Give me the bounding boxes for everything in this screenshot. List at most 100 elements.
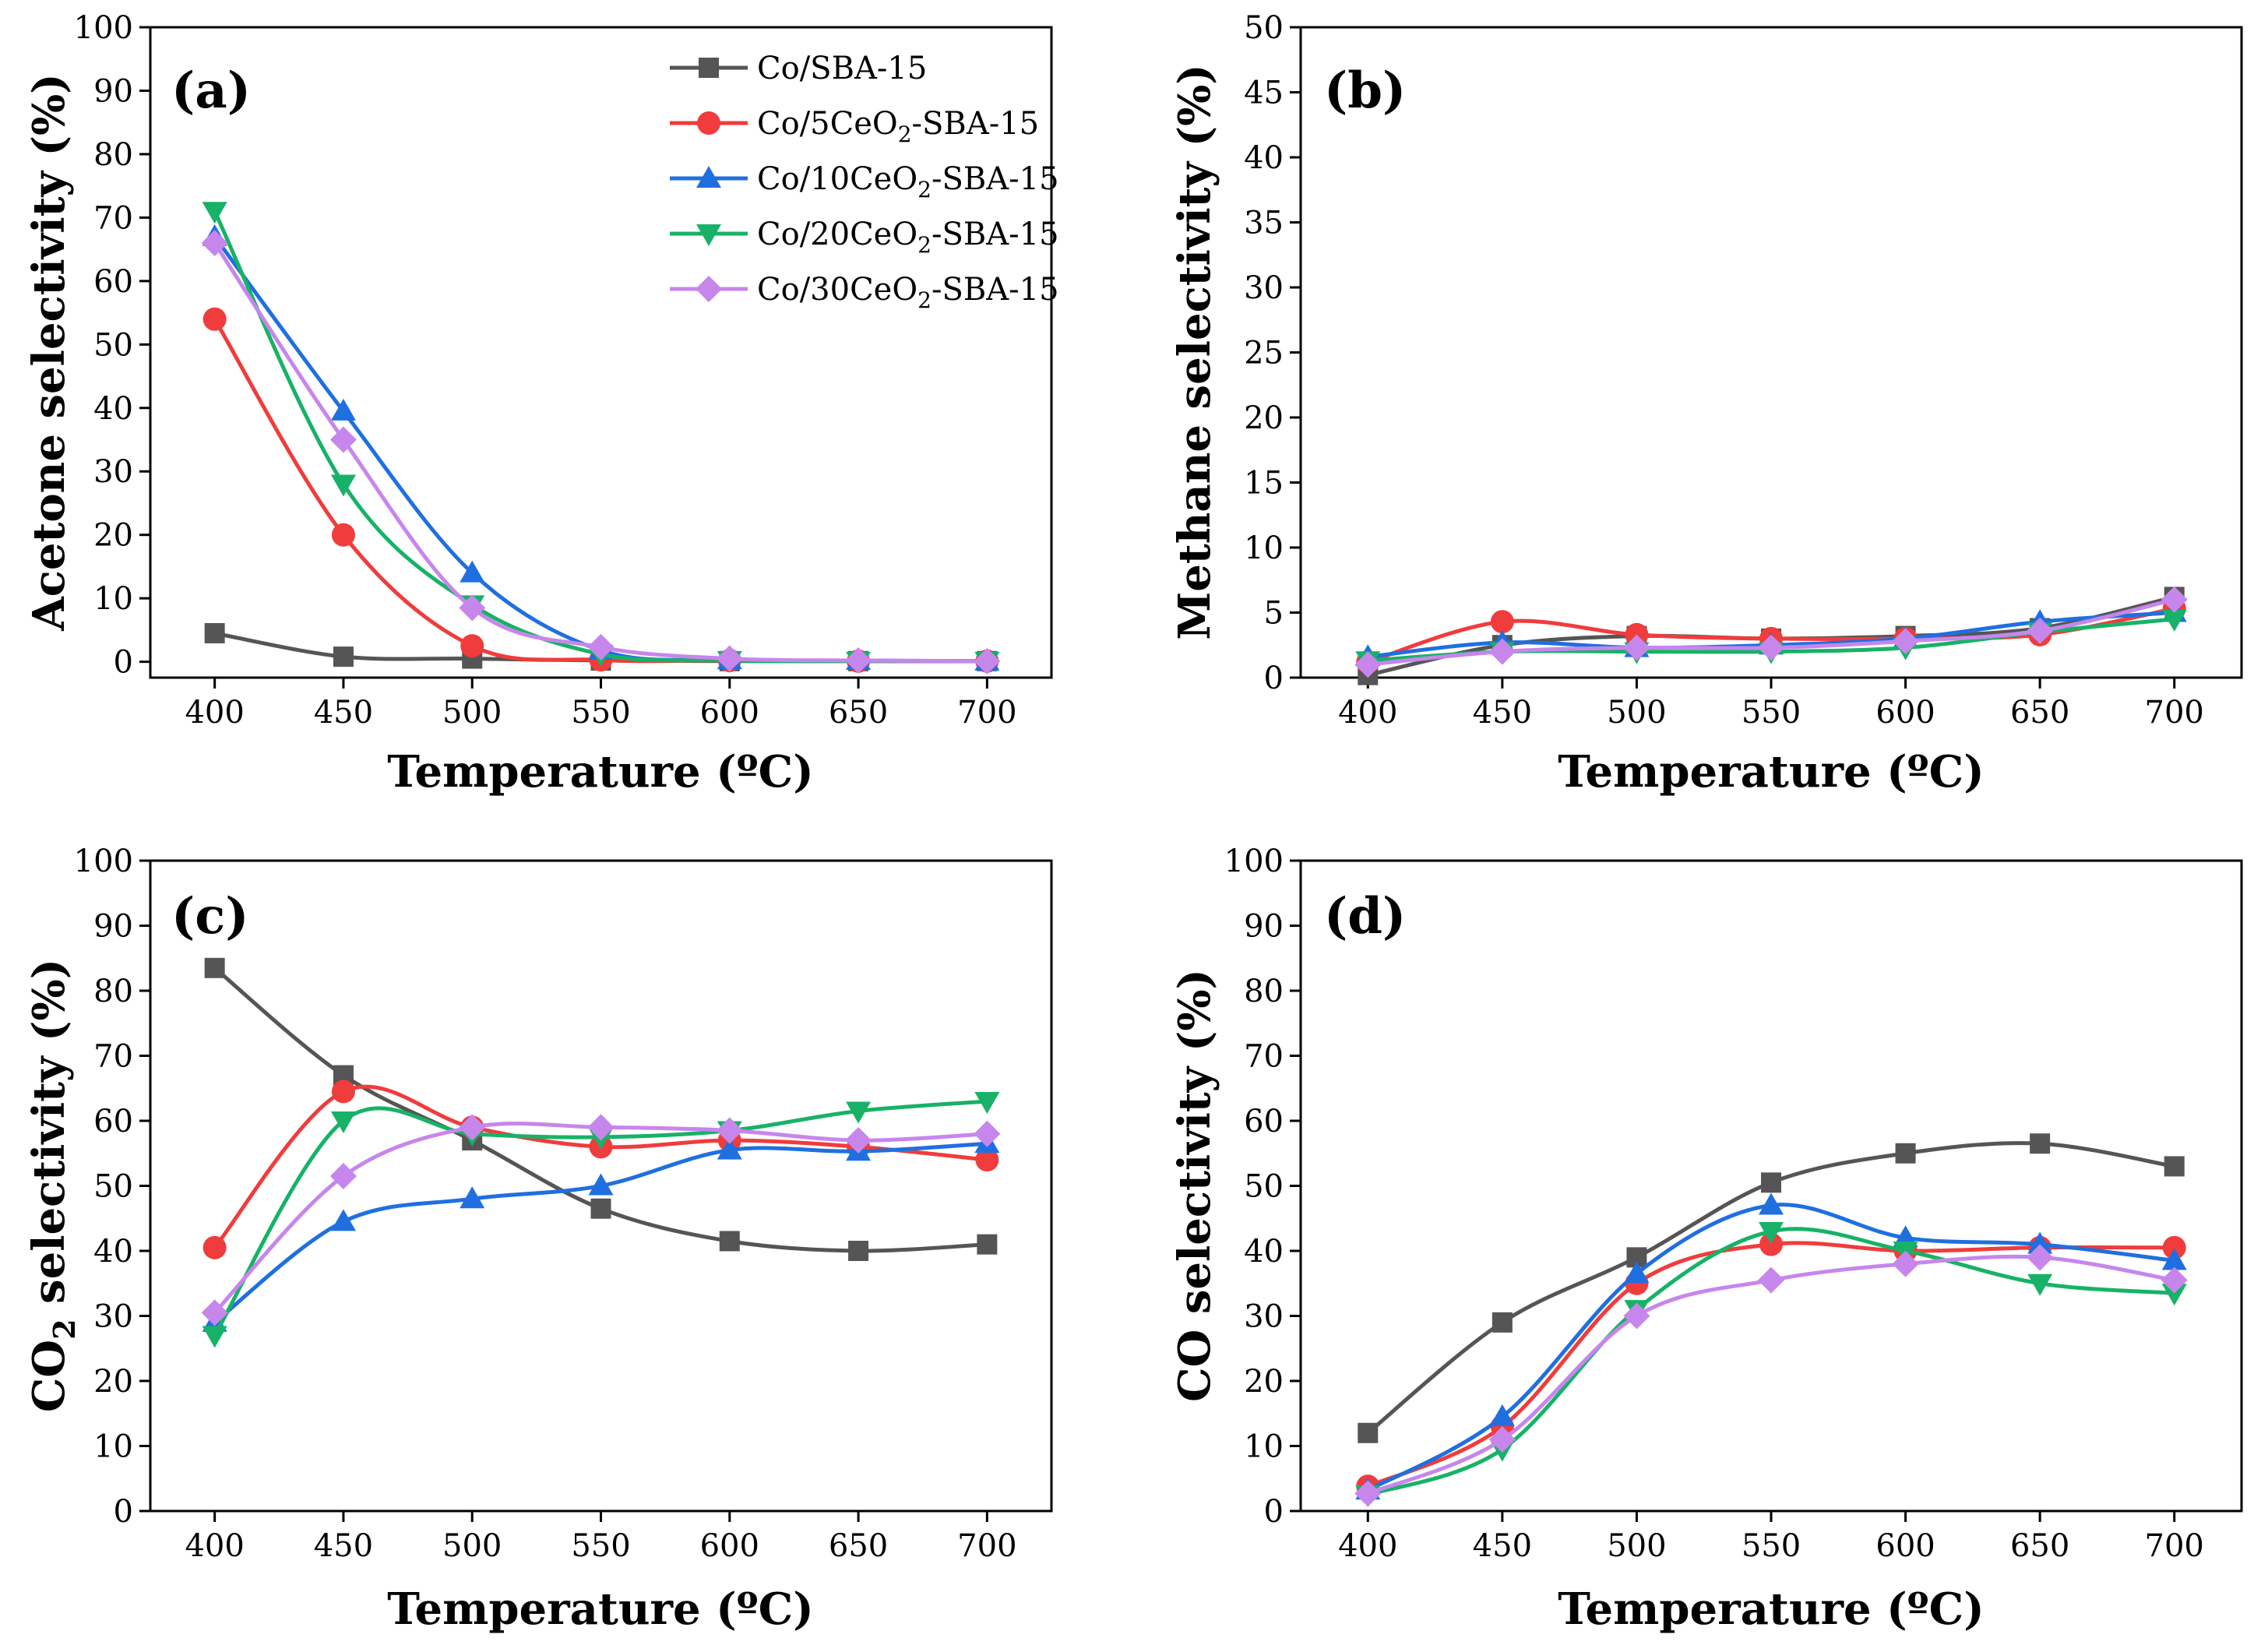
y-tick-label-c-100: 100 (74, 844, 133, 879)
panel-label-b: (b) (1324, 62, 1406, 120)
point-c-co-5ceo2-sba-15-700 (975, 1148, 999, 1172)
x-axis-title-b: Temperature (ºC) (1558, 746, 1984, 798)
y-tick-label-b-15: 15 (1244, 466, 1284, 502)
point-d-co-30ceo2-sba-15-400 (1354, 1480, 1382, 1507)
legend-label-2: Co/10CeO2-SBA-15 (757, 161, 1059, 203)
x-tick-label-c-600: 600 (700, 1528, 759, 1564)
panel-d: 400 450 500 550 600 650 700 0 10 20 30 40 50 60 70 80 90… (1169, 844, 2243, 1635)
y-tick-label-c-40: 40 (93, 1234, 133, 1270)
x-tick-label-a-600: 600 (700, 695, 759, 731)
y-tick-label-b-25: 25 (1244, 336, 1284, 372)
x-tick-label-d-400: 400 (1338, 1528, 1397, 1564)
x-tick-label-c-500: 500 (442, 1528, 502, 1564)
point-c-co-20ceo2-sba-15-650 (846, 1101, 872, 1124)
y-tick-label-c-0: 0 (114, 1494, 133, 1530)
y-tick-label-d-30: 30 (1244, 1299, 1284, 1335)
legend-marker-square (699, 58, 719, 78)
point-a-co-30ceo2-sba-15-500 (459, 594, 486, 622)
x-tick-label-d-700: 700 (2145, 1528, 2204, 1564)
point-a-co-20ceo2-sba-15-400 (202, 202, 227, 224)
series-b-co-30ceo2-sba-15 (1354, 586, 2188, 678)
x-tick-label-c-700: 700 (957, 1528, 1016, 1564)
x-tick-label-b-550: 550 (1742, 695, 1801, 731)
y-tick-label-d-50: 50 (1244, 1169, 1284, 1205)
point-d-co-20ceo2-sba-15-550 (1759, 1221, 1784, 1244)
point-d-co-sba-15-600 (1895, 1143, 1916, 1164)
legend: Co/SBA-15 Co/5CeO2-SBA-15 Co/10CeO2-SBA-… (670, 51, 1059, 313)
y-tick-label-c-50: 50 (93, 1169, 133, 1205)
point-a-co-30ceo2-sba-15-600 (716, 645, 743, 672)
point-a-co-5ceo2-sba-15-450 (331, 523, 355, 547)
legend-label-3: Co/20CeO2-SBA-15 (757, 217, 1059, 258)
point-d-co-10ceo2-sba-15-650 (2027, 1231, 2053, 1254)
y-tick-label-a-30: 30 (93, 454, 133, 490)
x-tick-label-b-450: 450 (1473, 695, 1532, 731)
x-tick-label-b-700: 700 (2145, 695, 2204, 731)
point-c-co-sba-15-600 (719, 1231, 740, 1252)
point-a-co-30ceo2-sba-15-400 (201, 229, 228, 256)
point-c-co-10ceo2-sba-15-450 (330, 1209, 356, 1231)
point-b-co-20ceo2-sba-15-700 (2161, 609, 2187, 632)
panel-label-d: (d) (1324, 887, 1406, 946)
y-tick-label-c-10: 10 (93, 1429, 133, 1465)
point-c-co-30ceo2-sba-15-550 (587, 1114, 615, 1141)
legend-item-co-sba15: Co/SBA-15 (670, 51, 927, 86)
y-tick-label-d-20: 20 (1244, 1364, 1284, 1400)
point-d-co-30ceo2-sba-15-550 (1758, 1266, 1784, 1294)
y-tick-label-c-20: 20 (93, 1364, 133, 1400)
point-d-co-10ceo2-sba-15-450 (1489, 1404, 1515, 1426)
point-a-co-5ceo2-sba-15-500 (460, 634, 484, 658)
x-tick-label-a-550: 550 (571, 695, 630, 731)
point-c-co-10ceo2-sba-15-600 (717, 1137, 742, 1160)
y-tick-label-c-60: 60 (93, 1104, 133, 1139)
point-c-co-10ceo2-sba-15-550 (588, 1173, 614, 1196)
x-axis-title-a: Temperature (ºC) (387, 746, 813, 798)
panel-c: 400 450 500 550 600 650 700 0 10 20 30 40 50 60 70 80 90… (23, 844, 1053, 1635)
y-tick-label-a-20: 20 (93, 518, 133, 554)
panel-b: 400 450 500 550 600 650 700 0 5 10 15 20 25 30 35 40 45 5… (1169, 10, 2243, 798)
point-d-co-sba-15-700 (2164, 1156, 2185, 1177)
point-c-co-30ceo2-sba-15-500 (459, 1114, 486, 1141)
x-tick-label-c-450: 450 (314, 1528, 373, 1564)
legend-marker-triangle-down (696, 224, 721, 246)
y-tick-label-b-45: 45 (1244, 76, 1284, 111)
x-tick-label-a-450: 450 (314, 695, 373, 731)
point-a-co-5ceo2-sba-15-400 (203, 307, 227, 331)
point-d-co-10ceo2-sba-15-700 (2161, 1248, 2187, 1270)
y-tick-label-c-80: 80 (93, 974, 133, 1009)
point-d-co-20ceo2-sba-15-700 (2161, 1284, 2187, 1306)
point-c-co-5ceo2-sba-15-450 (331, 1080, 355, 1104)
point-d-co-sba-15-550 (1761, 1172, 1781, 1193)
point-d-co-sba-15-400 (1358, 1422, 1379, 1443)
point-b-co-30ceo2-sba-15-700 (2161, 586, 2188, 613)
x-tick-label-b-400: 400 (1338, 695, 1397, 731)
y-tick-label-b-10: 10 (1244, 530, 1284, 566)
panel-a: 400 450 500 550 600 650 700 0 10 20 30 40 50 60 70 80 90… (23, 10, 1059, 798)
y-tick-label-d-40: 40 (1244, 1234, 1284, 1270)
point-d-co-30ceo2-sba-15-500 (1623, 1302, 1650, 1330)
x-tick-label-d-600: 600 (1875, 1528, 1935, 1564)
y-tick-label-b-35: 35 (1244, 206, 1284, 241)
series-d-co-30ceo2-sba-15 (1354, 1244, 2188, 1507)
y-tick-label-a-70: 70 (93, 200, 133, 236)
point-b-co-30ceo2-sba-15-550 (1758, 634, 1784, 661)
point-c-co-30ceo2-sba-15-400 (201, 1299, 228, 1326)
legend-label-4: Co/30CeO2-SBA-15 (757, 272, 1059, 313)
y-tick-label-a-10: 10 (93, 581, 133, 617)
point-d-co-sba-15-650 (2030, 1133, 2051, 1154)
y-tick-label-d-70: 70 (1244, 1039, 1284, 1075)
point-c-co-sba-15-700 (977, 1234, 998, 1255)
point-b-co-30ceo2-sba-15-450 (1488, 638, 1516, 665)
legend-item-co-30ceo2: Co/30CeO2-SBA-15 (670, 272, 1059, 313)
y-tick-label-d-90: 90 (1244, 909, 1284, 945)
legend-marker-triangle-up (696, 166, 721, 188)
point-a-co-sba-15-400 (204, 622, 225, 643)
point-d-co-20ceo2-sba-15-650 (2027, 1273, 2053, 1296)
legend-label-0: Co/SBA-15 (757, 51, 927, 86)
point-a-co-20ceo2-sba-15-450 (330, 474, 356, 497)
point-b-co-30ceo2-sba-15-650 (2027, 617, 2054, 644)
legend-marker-circle (697, 111, 720, 135)
y-tick-label-d-60: 60 (1244, 1104, 1284, 1139)
y-tick-label-a-80: 80 (93, 137, 133, 173)
x-tick-label-b-600: 600 (1875, 695, 1935, 731)
